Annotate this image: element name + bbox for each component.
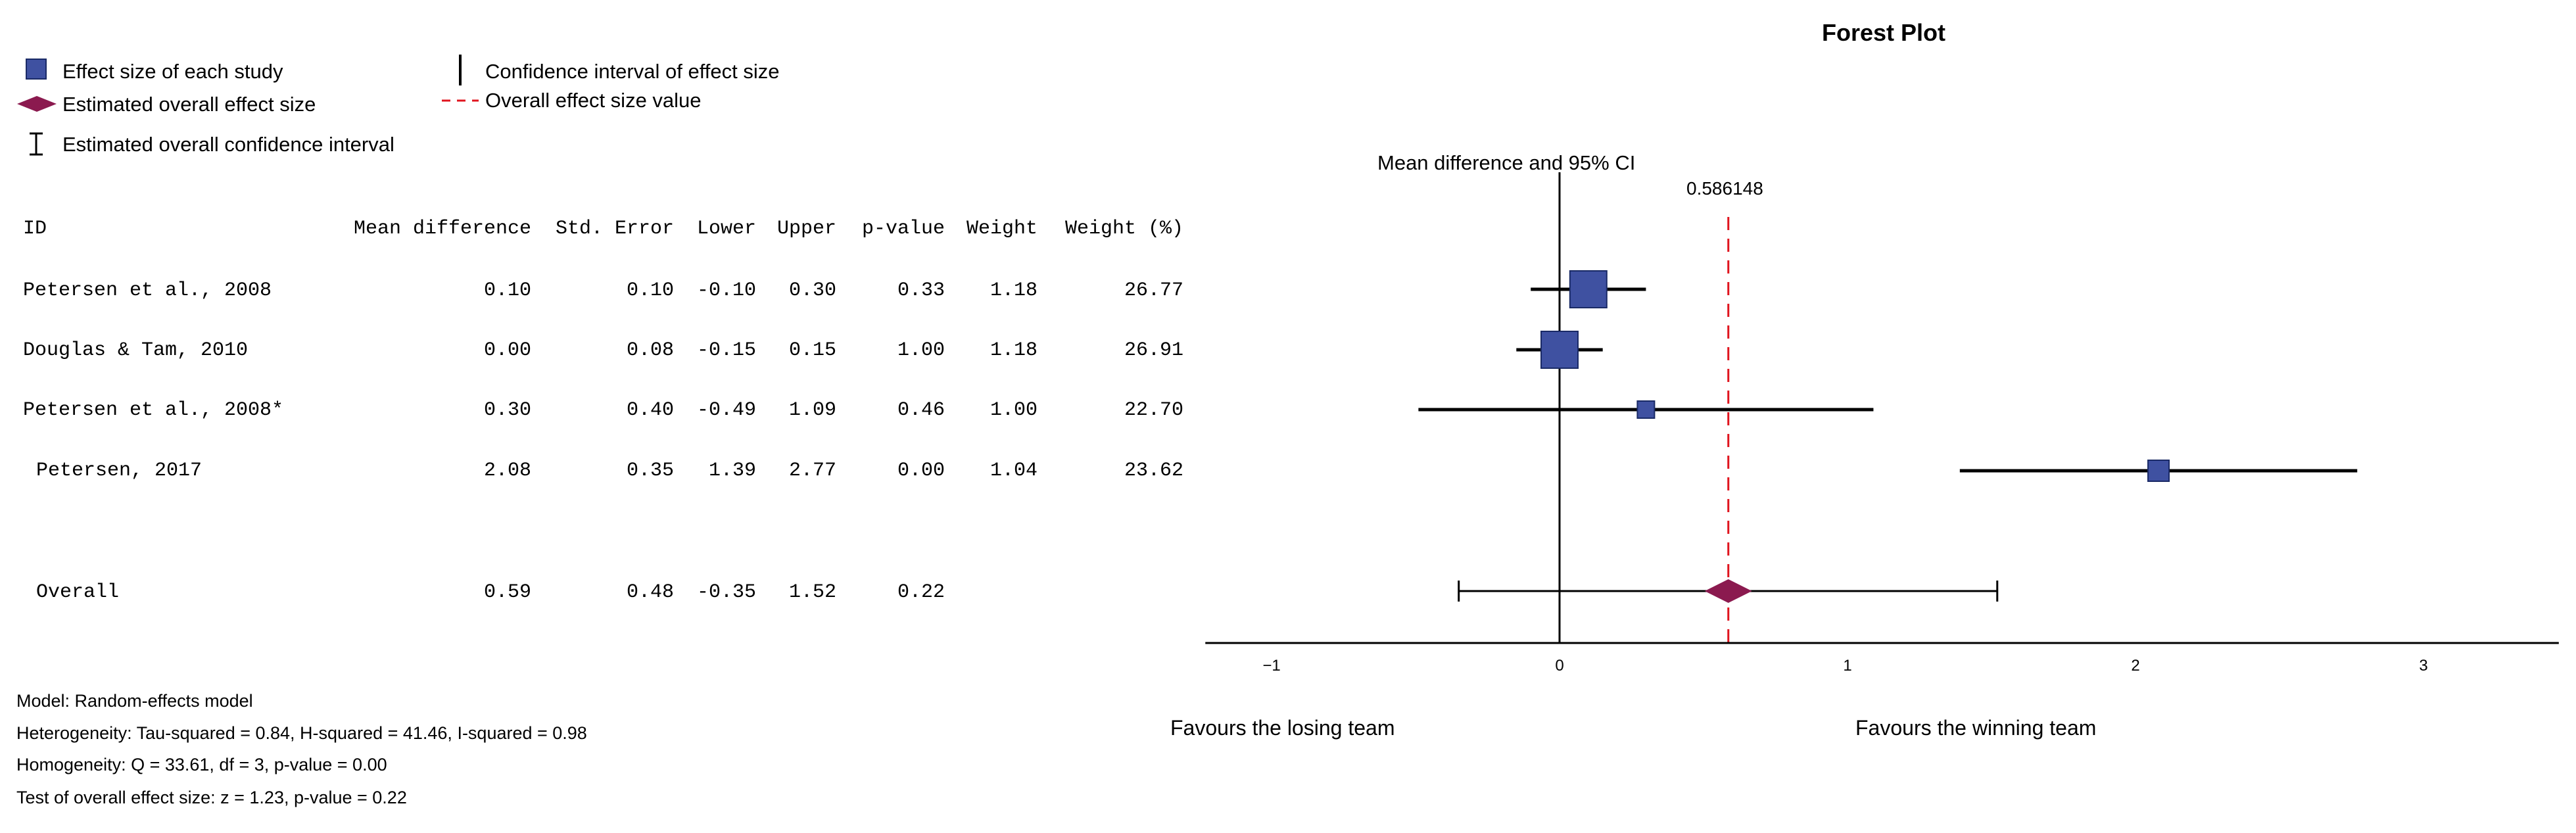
table-overall-value: -0.35	[697, 581, 756, 604]
plot-subtitle: Mean difference and 95% CI	[1377, 151, 1635, 174]
overall-effect-diamond	[1704, 579, 1752, 603]
legend-ci: Confidence interval of effect size	[485, 60, 779, 83]
table-cell-value: 0.40	[627, 399, 674, 421]
table-header-col: Weight (%)	[1065, 218, 1183, 240]
table-header-col: Mean difference	[354, 218, 531, 240]
legend-estimated-overall: Estimated overall effect size	[62, 93, 316, 116]
legend-box-icon	[26, 59, 47, 80]
table-cell-value: -0.10	[697, 279, 756, 302]
legend-overall-value: Overall effect size value	[485, 89, 702, 112]
table-header-id: ID	[23, 218, 47, 240]
favours-left-label: Favours the losing team	[1170, 716, 1395, 740]
x-tick-label: 2	[2131, 657, 2139, 675]
legend-diamond-icon	[17, 96, 57, 112]
table-cell-id: Petersen et al., 2008	[23, 279, 272, 302]
table-cell-value: 0.30	[484, 399, 531, 421]
table-cell-value: 0.33	[897, 279, 945, 302]
table-cell-value: 0.30	[789, 279, 836, 302]
study-effect-box	[1569, 270, 1608, 308]
table-cell-value: 26.91	[1124, 339, 1183, 362]
x-axis: −1 0 1 2 3	[1205, 642, 2559, 675]
table-overall-value: 1.52	[789, 581, 836, 604]
table-overall-value: 0.59	[484, 581, 531, 604]
table-cell-value: 0.35	[627, 460, 674, 482]
table-cell-value: 23.62	[1124, 460, 1183, 482]
model-line: Homogeneity: Q = 33.61, df = 3, p-value …	[16, 755, 387, 774]
table-cell-id: Douglas & Tam, 2010	[23, 339, 248, 362]
table-overall-id: Overall	[36, 581, 119, 604]
table-cell-value: 0.08	[627, 339, 674, 362]
table-cell-value: 1.09	[789, 399, 836, 421]
table-header-col: Std. Error	[556, 218, 674, 240]
table-cell-id: Petersen et al., 2008*	[23, 399, 283, 421]
table-cell-value: 0.15	[789, 339, 836, 362]
table-cell-value: 2.77	[789, 460, 836, 482]
table-header-col: Lower	[697, 218, 756, 240]
table-header-col: Weight	[966, 218, 1038, 240]
table-cell-value: 1.00	[990, 399, 1038, 421]
table-cell-value: 22.70	[1124, 399, 1183, 421]
study-effect-box	[1636, 400, 1656, 419]
study-table: ID Mean difference Std. Error Lower Upper p-v…	[23, 218, 1183, 604]
table-overall-value: 0.22	[897, 581, 945, 604]
table-cell-value: 1.18	[990, 339, 1038, 362]
legend-estimated-ci: Estimated overall confidence interval	[62, 133, 394, 156]
table-cell-value: 0.10	[627, 279, 674, 302]
table-cell-value: 1.04	[990, 460, 1038, 482]
model-line: Model: Random-effects model	[16, 691, 253, 711]
legend-ci-bracket-icon	[30, 132, 43, 156]
table-cell-id: Petersen, 2017	[36, 460, 202, 482]
table-cell-value: 1.00	[897, 339, 945, 362]
table-cell-value: 0.00	[484, 339, 531, 362]
table-cell-value: 1.18	[990, 279, 1038, 302]
model-line: Test of overall effect size: z = 1.23, p…	[16, 788, 407, 807]
x-tick-label: 0	[1555, 657, 1563, 675]
study-effect-box	[1540, 331, 1579, 369]
x-tick-label: 3	[2419, 657, 2427, 675]
favours-right-label: Favours the winning team	[1855, 716, 2096, 740]
legend-effect-size: Effect size of each study	[62, 60, 283, 83]
study-effect-box	[2147, 460, 2170, 482]
table-cell-value: 26.77	[1124, 279, 1183, 302]
chart-title: Forest Plot	[1822, 19, 1945, 46]
table-cell-value: 1.39	[709, 460, 756, 482]
table-header-col: p-value	[862, 218, 945, 240]
model-line: Heterogeneity: Tau-squared = 0.84, H-squ…	[16, 723, 587, 743]
overall-value-label: 0.586148	[1686, 178, 1763, 199]
table-cell-value: 0.10	[484, 279, 531, 302]
x-tick-label: −1	[1262, 657, 1280, 675]
table-cell-value: -0.15	[697, 339, 756, 362]
table-header-col: Upper	[777, 218, 836, 240]
table-cell-value: 0.46	[897, 399, 945, 421]
legend: Effect size of each study Estimated over…	[17, 55, 779, 156]
table-cell-value: 2.08	[484, 460, 531, 482]
table-cell-value: 0.00	[897, 460, 945, 482]
table-overall-value: 0.48	[627, 581, 674, 604]
table-cell-value: -0.49	[697, 399, 756, 421]
plot-marks	[1418, 172, 2358, 643]
model-statistics: Model: Random-effects model Heterogeneity…	[16, 691, 587, 807]
x-tick-label: 1	[1843, 657, 1851, 675]
